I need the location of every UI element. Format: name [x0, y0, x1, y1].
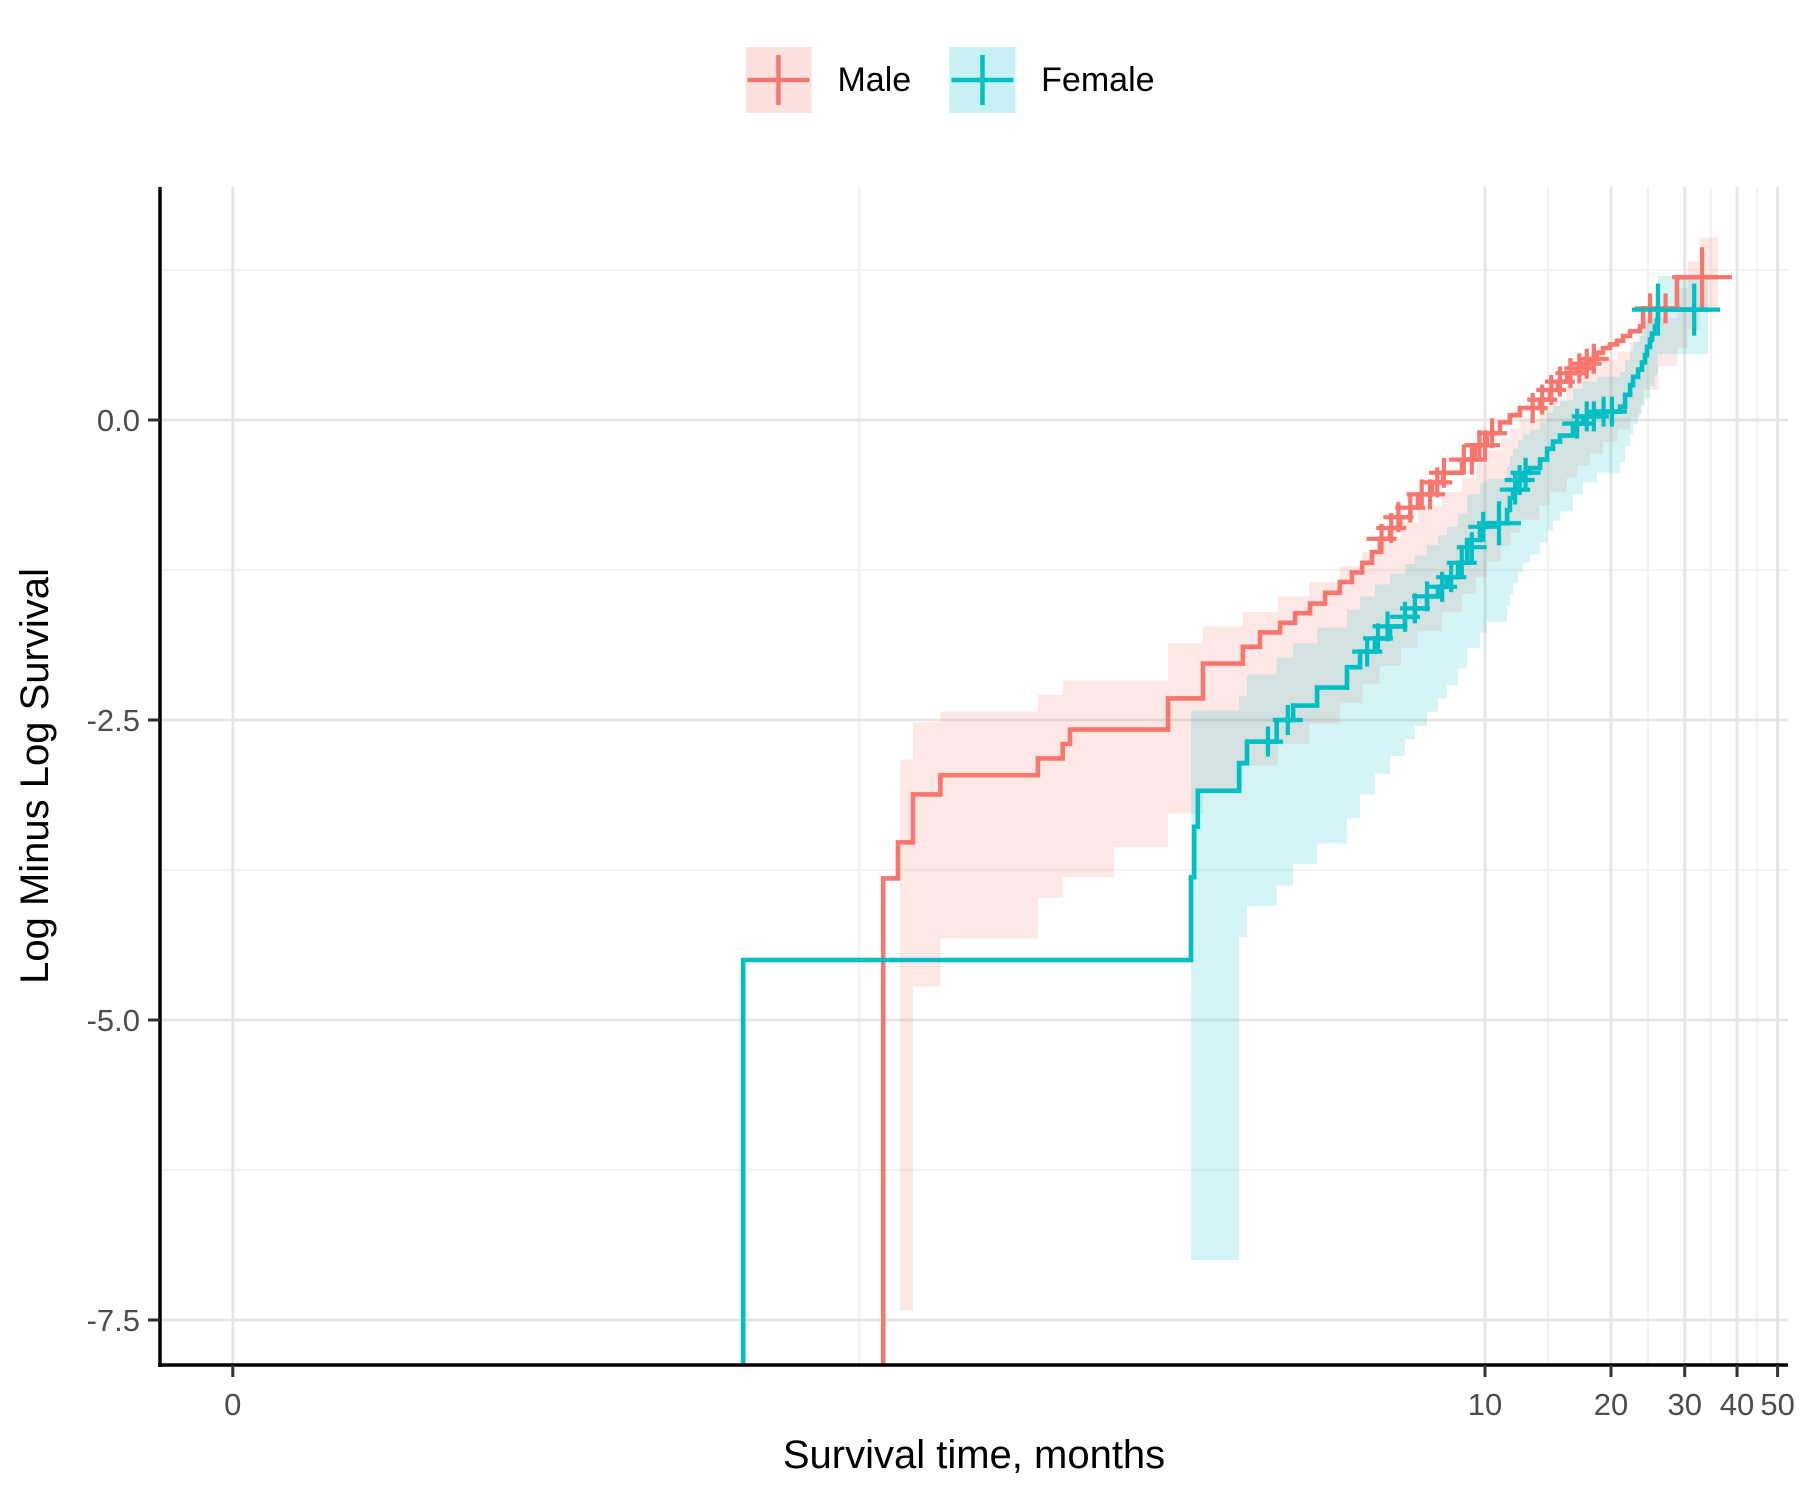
tick-marks: [148, 418, 1780, 1377]
y-tick-label: 0.0: [97, 403, 140, 438]
confidence-bands: [899, 237, 1718, 1311]
legend-item-female[interactable]: Female: [949, 47, 1155, 113]
y-tick-label: -7.5: [87, 1303, 140, 1338]
legend: Male Female: [745, 47, 1155, 113]
legend-label-male: Male: [837, 60, 912, 99]
y-tick-label: -5.0: [87, 1003, 140, 1038]
legend-item-male[interactable]: Male: [745, 47, 911, 113]
x-tick-label: 50: [1760, 1387, 1794, 1422]
male-censor-marks: [1366, 247, 1733, 554]
axes: [158, 187, 1788, 1367]
x-tick-label: 40: [1720, 1387, 1754, 1422]
female-ci-band: [1191, 276, 1708, 1260]
y-axis-title: Log Minus Log Survival: [13, 568, 57, 984]
x-axis-title: Survival time, months: [783, 1433, 1165, 1477]
x-tick-label: 10: [1468, 1387, 1502, 1422]
male-censor-key-icon: [745, 47, 812, 113]
x-tick-label: 30: [1667, 1387, 1701, 1422]
tick-labels: 0 10 20 30 40 50 0.0 -2.5 -5.0 -7.5: [87, 403, 1795, 1422]
y-tick-label: -2.5: [87, 703, 140, 738]
female-censor-key-icon: [949, 47, 1016, 113]
legend-label-female: Female: [1041, 60, 1155, 99]
male-ci-band: [899, 237, 1718, 1311]
x-tick-label: 0: [224, 1387, 241, 1422]
censor-marks: [1252, 247, 1733, 757]
x-tick-label: 20: [1594, 1387, 1628, 1422]
female-censor-marks: [1252, 283, 1721, 757]
